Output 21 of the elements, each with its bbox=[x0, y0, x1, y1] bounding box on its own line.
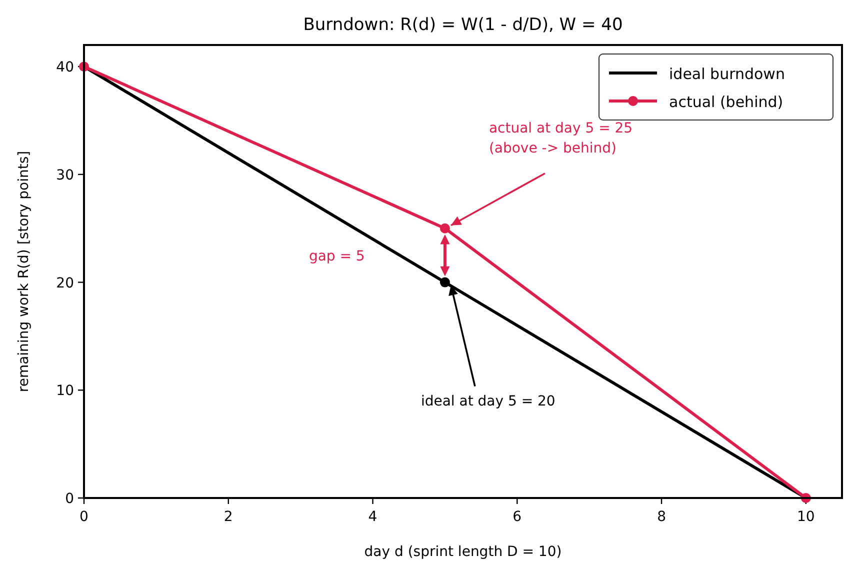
y-axis-title: remaining work R(d) [story points] bbox=[16, 150, 32, 392]
x-tick-label: 4 bbox=[368, 509, 378, 525]
y-tick-label: 20 bbox=[56, 275, 74, 292]
legend-label: actual (behind) bbox=[669, 93, 784, 111]
annotation: actual at day 5 = 25 (above -> behind) bbox=[488, 120, 633, 156]
x-tick-label: 6 bbox=[512, 509, 522, 525]
legend-label: ideal burndown bbox=[669, 65, 785, 83]
y-tick-label: 40 bbox=[56, 60, 74, 76]
chart-title: Burndown: R(d) = W(1 - d/D), W = 40 bbox=[303, 15, 623, 35]
point bbox=[440, 277, 450, 288]
x-tick-label: 8 bbox=[657, 509, 666, 525]
annotation: ideal at day 5 = 20 bbox=[420, 393, 556, 410]
x-tick-label: 2 bbox=[224, 509, 233, 525]
x-tick-label: 10 bbox=[796, 509, 815, 525]
y-tick-label: 10 bbox=[56, 383, 74, 400]
y-tick-label: 30 bbox=[56, 167, 74, 184]
x-tick-label: 0 bbox=[80, 509, 88, 525]
point bbox=[440, 223, 450, 234]
y-tick-label: 0 bbox=[65, 491, 74, 507]
x-axis-title: day d (sprint length D = 10) bbox=[364, 544, 562, 560]
annotation: gap = 5 bbox=[308, 248, 365, 264]
